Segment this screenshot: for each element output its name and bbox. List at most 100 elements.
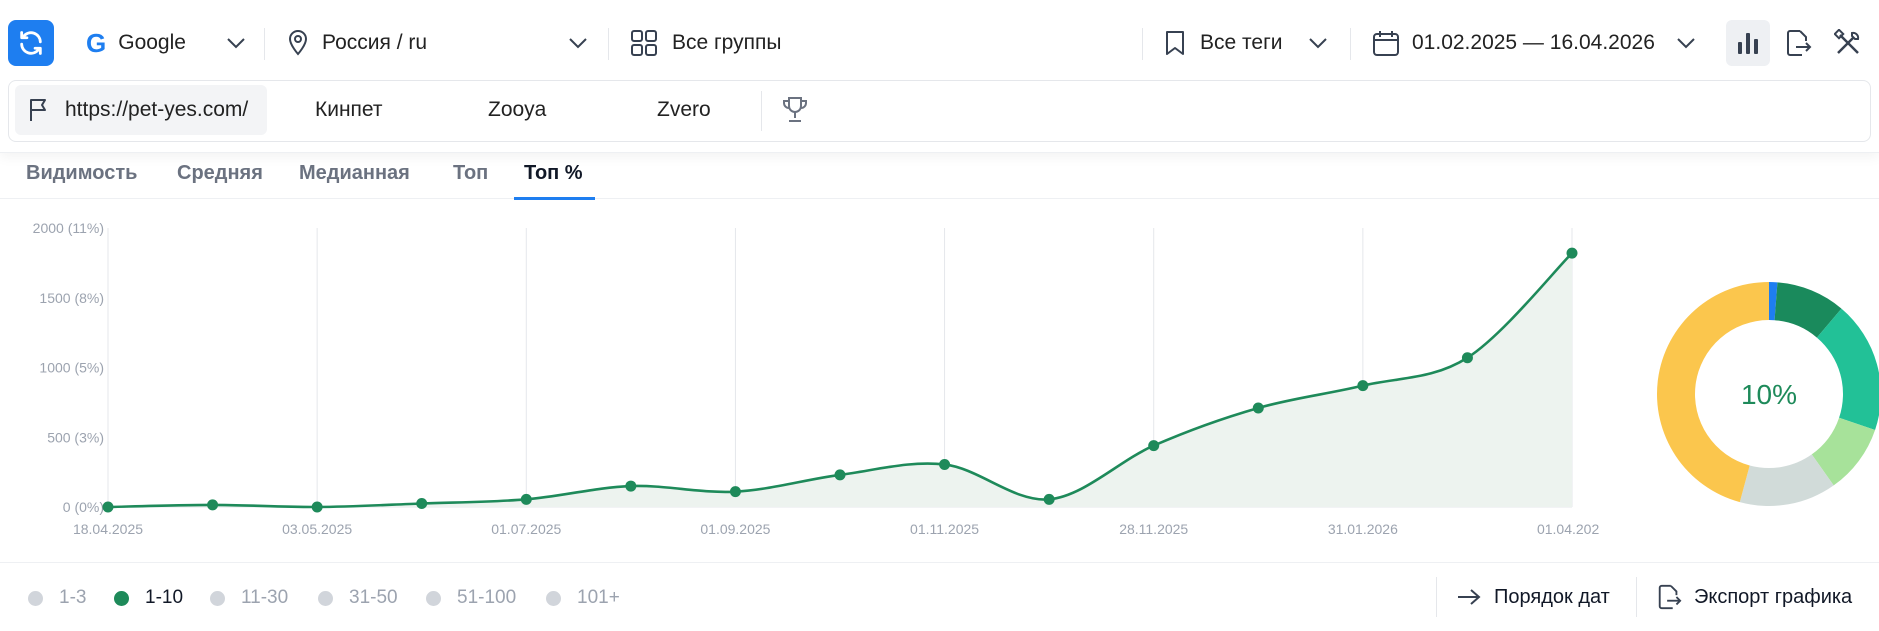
site-main[interactable]: https://pet-yes.com/ [15,85,267,135]
google-icon: G [86,27,107,58]
x-tick-label: 03.05.2025 [282,521,352,537]
legend-item[interactable]: 31-50 [318,587,398,609]
legend-item[interactable]: 51-100 [426,587,516,609]
donut-chart: 10% [1657,282,1879,506]
data-point [625,480,637,492]
refresh-button[interactable] [8,20,54,66]
search-engine-select[interactable]: G Google [86,14,246,72]
groups-select[interactable]: Все группы [630,14,830,72]
region-value: Россия / ru [322,31,428,54]
y-tick-label: 500 (3%) [47,429,104,445]
flag-icon [30,99,46,121]
donut-segment[interactable] [1774,282,1842,338]
export-chart-label: Экспорт графика [1694,585,1853,608]
legend-label: 51-100 [457,587,517,608]
divider [1350,28,1351,60]
refresh-icon [20,31,42,55]
bookmark-icon [1166,31,1184,55]
settings-button[interactable] [1826,20,1870,66]
chevron-down-icon [568,37,588,49]
y-tick-label: 2000 (11%) [33,220,104,236]
donut-segment[interactable] [1739,454,1834,506]
export-chart-button[interactable]: Экспорт графика [1656,573,1852,621]
trophy-icon [783,97,807,122]
y-tick-label: 0 (0%) [63,499,104,515]
donut-segment[interactable] [1811,417,1876,486]
legend-dot [426,590,441,606]
line-chart: 2000 (11%) 1500 (8%) 1000 (5%) 500 (3%) 0 (0… [33,220,1600,537]
site-competitor[interactable]: Zvero [657,85,711,135]
area-fill [108,253,1572,508]
site-competitor[interactable]: Zooya [488,85,546,135]
donut-center-label: 10% [1741,379,1797,410]
data-point [729,486,741,498]
legend-item[interactable]: 11-30 [210,587,288,609]
date-range-select[interactable]: 01.02.2025 — 16.04.2026 [1372,14,1696,72]
arrow-right-icon [1458,589,1481,605]
x-tick-label: 01.09.2025 [700,521,770,537]
x-tick-label: 18.04.2025 [73,521,143,537]
location-pin-icon [288,29,308,56]
date-order-button[interactable]: Порядок дат [1456,573,1610,621]
date-range-value: 01.02.2025 — 16.04.2026 [1412,31,1655,54]
legend-dot [114,590,129,606]
tools-icon [1834,29,1860,54]
sites-row: https://pet-yes.com/ Кинпет Zooya Zvero [8,80,1871,142]
data-point [1461,352,1473,364]
date-order-label: Порядок дат [1494,585,1610,608]
filters-row: G Google Россия / ru В [0,14,1879,72]
site-competitor-label: Кинпет [315,98,383,121]
tags-select[interactable]: Все теги [1164,14,1328,72]
chevron-down-icon [1308,37,1328,49]
x-tick-label: 31.01.2026 [1328,521,1398,537]
legend-dot [210,590,225,606]
file-export-icon [1787,30,1812,56]
donut-segment[interactable] [1816,308,1879,430]
legend-label: 11-30 [241,587,289,608]
data-point [311,501,323,513]
legend-label: 1-3 [59,587,87,608]
chart-view-button[interactable] [1726,20,1770,66]
divider [1636,577,1637,617]
groups-value: Все группы [672,31,782,54]
legend-label: 1-10 [145,587,184,608]
legend-item[interactable]: 1-10 [114,587,183,609]
x-tick-label: 01.07.2025 [491,521,561,537]
chart-footer: 1-3 1-10 11-30 31-50 51-100 101+ Порядок… [0,562,1879,631]
legend-dot [318,590,333,606]
tab-visibility[interactable]: Видимость [26,162,138,184]
bar-chart-icon [1738,33,1758,54]
y-tick-label: 1500 (8%) [39,290,104,306]
data-point [1043,493,1055,505]
x-tick-label: 28.11.2025 [1119,521,1188,537]
calendar-icon [1373,31,1399,56]
data-point [1566,247,1578,259]
site-main-url: https://pet-yes.com/ [65,98,249,121]
divider [1142,28,1143,60]
trophy-button[interactable] [775,85,815,135]
tab-median[interactable]: Медианная [299,162,410,184]
tab-average[interactable]: Средняя [177,162,263,184]
data-point [1252,402,1264,414]
tab-top-percent[interactable]: Топ % [514,162,595,200]
legend-label: 101+ [577,587,620,608]
site-competitor[interactable]: Кинпет [315,85,383,135]
export-button[interactable] [1776,20,1820,66]
site-competitor-label: Zooya [488,98,547,121]
data-point [207,499,219,511]
region-select[interactable]: Россия / ru [286,14,588,72]
metric-tabs: Видимость Средняя Медианная Топ Топ % [0,152,1879,200]
donut-segment[interactable] [1657,282,1769,503]
divider [264,28,265,60]
data-point [416,498,428,510]
donut-segment[interactable] [1769,282,1778,321]
tab-top[interactable]: Топ [453,162,489,184]
top-toolbar: G Google Россия / ru В [0,0,1879,153]
search-engine-value: Google [118,31,186,54]
legend-label: 31-50 [349,587,398,608]
chevron-down-icon [226,37,246,49]
legend-item[interactable]: 101+ [546,587,620,609]
legend-item[interactable]: 1-3 [28,587,86,609]
file-export-icon [1658,584,1682,610]
tags-value: Все теги [1200,31,1283,54]
